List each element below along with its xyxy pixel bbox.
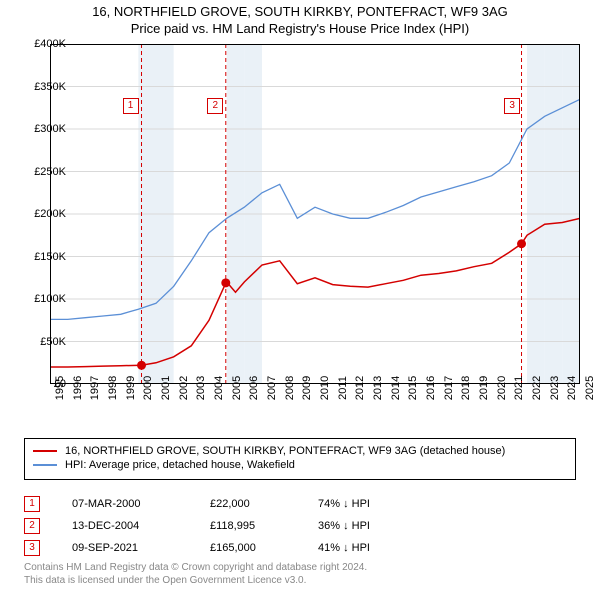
legend-swatch (33, 464, 57, 466)
sale-price: £165,000 (210, 542, 290, 554)
x-tick-label: 2004 (213, 376, 225, 400)
x-tick-label: 2012 (354, 376, 366, 400)
y-tick-label: £250K (34, 166, 66, 178)
sale-marker-box: 2 (24, 518, 40, 534)
legend-swatch (33, 450, 57, 452)
footer: Contains HM Land Registry data © Crown c… (24, 562, 367, 587)
legend-label: HPI: Average price, detached house, Wake… (65, 459, 295, 471)
title-line-1: 16, NORTHFIELD GROVE, SOUTH KIRKBY, PONT… (0, 4, 600, 19)
footer-line-2: This data is licensed under the Open Gov… (24, 575, 367, 588)
x-tick-label: 2021 (513, 376, 525, 400)
sale-delta: 74% ↓ HPI (318, 498, 370, 510)
plot-marker-2: 2 (207, 98, 223, 114)
y-tick-label: £50K (40, 336, 66, 348)
sale-date: 09-SEP-2021 (72, 542, 182, 554)
chart-container: 16, NORTHFIELD GROVE, SOUTH KIRKBY, PONT… (0, 0, 600, 590)
sale-price: £22,000 (210, 498, 290, 510)
x-tick-label: 2003 (195, 376, 207, 400)
title-line-2: Price paid vs. HM Land Registry's House … (0, 21, 600, 36)
sale-delta: 41% ↓ HPI (318, 542, 370, 554)
plot-area (50, 44, 580, 384)
sale-row-2: 2 13-DEC-2004 £118,995 36% ↓ HPI (24, 518, 370, 534)
x-tick-label: 2007 (266, 376, 278, 400)
x-tick-label: 2014 (390, 376, 402, 400)
sale-row-3: 3 09-SEP-2021 £165,000 41% ↓ HPI (24, 540, 370, 556)
plot-marker-3: 3 (504, 98, 520, 114)
x-tick-label: 1996 (72, 376, 84, 400)
y-tick-label: £100K (34, 293, 66, 305)
x-tick-label: 1999 (125, 376, 137, 400)
x-tick-label: 2005 (231, 376, 243, 400)
x-tick-label: 2023 (549, 376, 561, 400)
y-tick-label: £150K (34, 251, 66, 263)
x-tick-label: 2022 (531, 376, 543, 400)
x-tick-label: 2006 (248, 376, 260, 400)
x-tick-label: 2008 (284, 376, 296, 400)
plot-marker-1: 1 (123, 98, 139, 114)
x-tick-label: 2013 (372, 376, 384, 400)
x-tick-label: 1997 (89, 376, 101, 400)
y-tick-label: £200K (34, 208, 66, 220)
legend-row-hpi: HPI: Average price, detached house, Wake… (33, 459, 567, 471)
x-tick-label: 2011 (337, 376, 349, 400)
sale-marker-box: 1 (24, 496, 40, 512)
x-tick-label: 2025 (584, 376, 596, 400)
sale-date: 07-MAR-2000 (72, 498, 182, 510)
plot-svg (50, 44, 580, 384)
x-tick-label: 2000 (142, 376, 154, 400)
x-tick-label: 2001 (160, 376, 172, 400)
x-tick-label: 2015 (407, 376, 419, 400)
x-tick-label: 1998 (107, 376, 119, 400)
sale-date: 13-DEC-2004 (72, 520, 182, 532)
footer-line-1: Contains HM Land Registry data © Crown c… (24, 562, 367, 575)
sale-row-1: 1 07-MAR-2000 £22,000 74% ↓ HPI (24, 496, 370, 512)
x-tick-label: 2010 (319, 376, 331, 400)
y-tick-label: £350K (34, 81, 66, 93)
sale-marker-box: 3 (24, 540, 40, 556)
y-tick-label: £400K (34, 38, 66, 50)
sale-price: £118,995 (210, 520, 290, 532)
legend-row-property: 16, NORTHFIELD GROVE, SOUTH KIRKBY, PONT… (33, 445, 567, 457)
x-tick-label: 2024 (566, 376, 578, 400)
x-tick-label: 1995 (54, 376, 66, 400)
legend: 16, NORTHFIELD GROVE, SOUTH KIRKBY, PONT… (24, 438, 576, 480)
x-tick-label: 2018 (460, 376, 472, 400)
x-tick-label: 2009 (301, 376, 313, 400)
x-tick-label: 2016 (425, 376, 437, 400)
sales-table: 1 07-MAR-2000 £22,000 74% ↓ HPI 2 13-DEC-2004… (24, 490, 370, 562)
legend-label: 16, NORTHFIELD GROVE, SOUTH KIRKBY, PONT… (65, 445, 505, 457)
x-tick-label: 2020 (496, 376, 508, 400)
x-tick-label: 2017 (443, 376, 455, 400)
x-tick-label: 2019 (478, 376, 490, 400)
sale-delta: 36% ↓ HPI (318, 520, 370, 532)
x-tick-label: 2002 (178, 376, 190, 400)
y-tick-label: £300K (34, 123, 66, 135)
chart-titles: 16, NORTHFIELD GROVE, SOUTH KIRKBY, PONT… (0, 0, 600, 36)
